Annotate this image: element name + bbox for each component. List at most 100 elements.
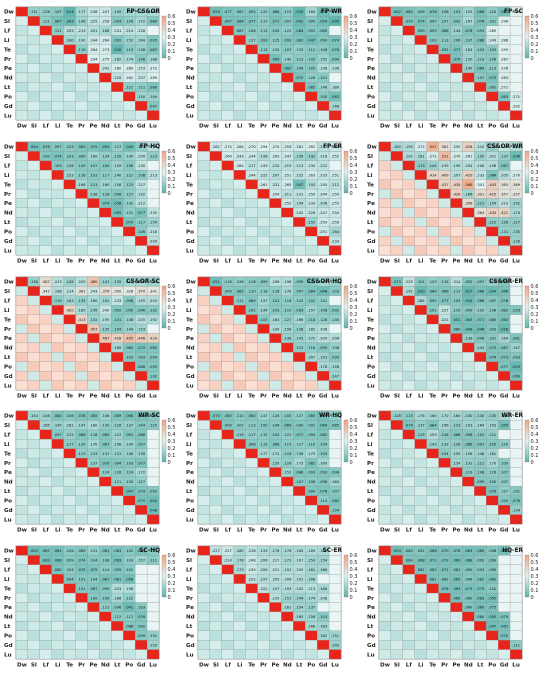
heatmap-cell [146, 198, 160, 209]
heatmap-cell [209, 207, 222, 218]
heatmap-cell [233, 44, 246, 55]
col-tick-label: Nd [283, 259, 292, 265]
heatmap-cell [426, 514, 439, 525]
col-tick-label: Nd [283, 663, 292, 669]
cell-value-label: .218 [319, 155, 328, 159]
cell-value-label: .154 [452, 461, 461, 465]
heatmap-cell [390, 467, 403, 478]
cell-value-label: .065 [113, 211, 121, 215]
heatmap-cell [111, 245, 124, 256]
row-tick-label: Gd [186, 643, 195, 649]
cell-value-label: .064 [319, 424, 328, 428]
cell-value-label: .172 [307, 337, 315, 341]
col-tick-label: Nd [101, 663, 110, 669]
cell-value-label: .164 [331, 230, 340, 234]
diagonal-cell [498, 640, 511, 650]
heatmap-cell [257, 361, 270, 372]
colorbar-tick-label: 0 [531, 326, 534, 332]
heatmap-cell [51, 110, 64, 121]
cell-value-label: .126 [307, 76, 316, 80]
heatmap-cell [450, 486, 463, 496]
row-tick-label: Sl [367, 558, 373, 564]
cell-value-label: .152 [319, 57, 327, 61]
heatmap-cell [245, 352, 258, 362]
heatmap-cell [414, 44, 427, 55]
heatmap-cell [426, 380, 439, 391]
cell-value-label: .124 [101, 471, 110, 475]
cell-value-label: .237 [137, 76, 145, 80]
row-tick-label: Pr [186, 327, 193, 333]
cell-value-label: .166 [331, 104, 340, 108]
cell-value-label: .115 [405, 414, 413, 418]
heatmap-cell [426, 91, 439, 102]
heatmap-cell [123, 505, 136, 515]
heatmap-cell [51, 583, 64, 594]
heatmap-cell [462, 217, 475, 227]
heatmap-cell [27, 217, 40, 227]
heatmap-cell [269, 611, 282, 622]
heatmap-cell [245, 207, 258, 218]
heatmap-cell [281, 110, 294, 121]
diagonal-cell [146, 649, 160, 660]
row-tick-label: Te [4, 182, 11, 188]
cell-value-label: .051 [452, 318, 460, 322]
heatmap-cell [462, 245, 475, 256]
heatmap-cell [63, 457, 76, 468]
cell-value-label: .222 [319, 164, 327, 168]
heatmap-cell [233, 448, 246, 459]
heatmap-cell [15, 179, 29, 190]
heatmap-cell [221, 611, 234, 622]
row-tick-label: Lf [4, 29, 11, 35]
heatmap-cell [474, 245, 487, 256]
cell-value-label: .047 [307, 38, 315, 42]
cell-value-label: .069 [283, 424, 292, 428]
cell-value-label: .149 [125, 155, 134, 159]
heatmap-cell [39, 72, 52, 83]
col-tick-label: Pe [90, 259, 98, 265]
heatmap-cell [402, 323, 415, 334]
heatmap-cell [39, 448, 52, 459]
cell-value-label: .099 [224, 290, 233, 294]
cell-value-label: .108 [137, 57, 146, 61]
heatmap-cell [509, 611, 523, 622]
diagonal-cell [462, 207, 475, 218]
cell-value-label: .126 [42, 10, 51, 14]
cell-value-label: .159 [307, 559, 316, 563]
heatmap-cell [378, 53, 392, 64]
panel-title: HQ-ER [502, 548, 523, 554]
heatmap-cell [305, 380, 318, 391]
diagonal-cell [281, 476, 294, 487]
cell-value-label: .113 [295, 57, 303, 61]
row-tick-label: Nd [186, 346, 195, 352]
cell-value-label: .566 [464, 183, 473, 187]
heatmap-cell [209, 314, 222, 325]
heatmap-cell [221, 91, 234, 102]
cell-value-label: .134 [101, 155, 110, 159]
cell-value-label: .381 [441, 145, 449, 149]
cell-value-label: .409 [441, 173, 450, 177]
heatmap-cell [87, 505, 100, 515]
heatmap-cell [474, 505, 487, 515]
cell-value-label: .180 [236, 549, 245, 553]
heatmap-cell [462, 495, 475, 506]
heatmap-cell [15, 101, 29, 111]
colorbar-tick-label: 0.2 [350, 177, 358, 183]
heatmap-cell [27, 333, 40, 344]
cell-value-label: .435 [452, 183, 460, 187]
cell-value-label: .091 [307, 424, 315, 428]
heatmap-cell [233, 82, 246, 92]
heatmap-cell [197, 151, 211, 161]
row-tick-label: Lt [186, 489, 193, 495]
heatmap-cell [75, 621, 88, 631]
heatmap-cell [197, 179, 211, 190]
heatmap-cell [221, 467, 234, 478]
cell-value-label: .206 [319, 202, 328, 206]
heatmap-cell [257, 649, 270, 660]
cell-value-label: .122 [488, 221, 496, 225]
colorbar-tick-label: 0.3 [168, 305, 176, 311]
heatmap-cell [39, 621, 52, 631]
cell-value-label: .214 [66, 290, 75, 294]
heatmap-cell [245, 342, 258, 353]
row-tick-label: Nd [4, 346, 13, 352]
